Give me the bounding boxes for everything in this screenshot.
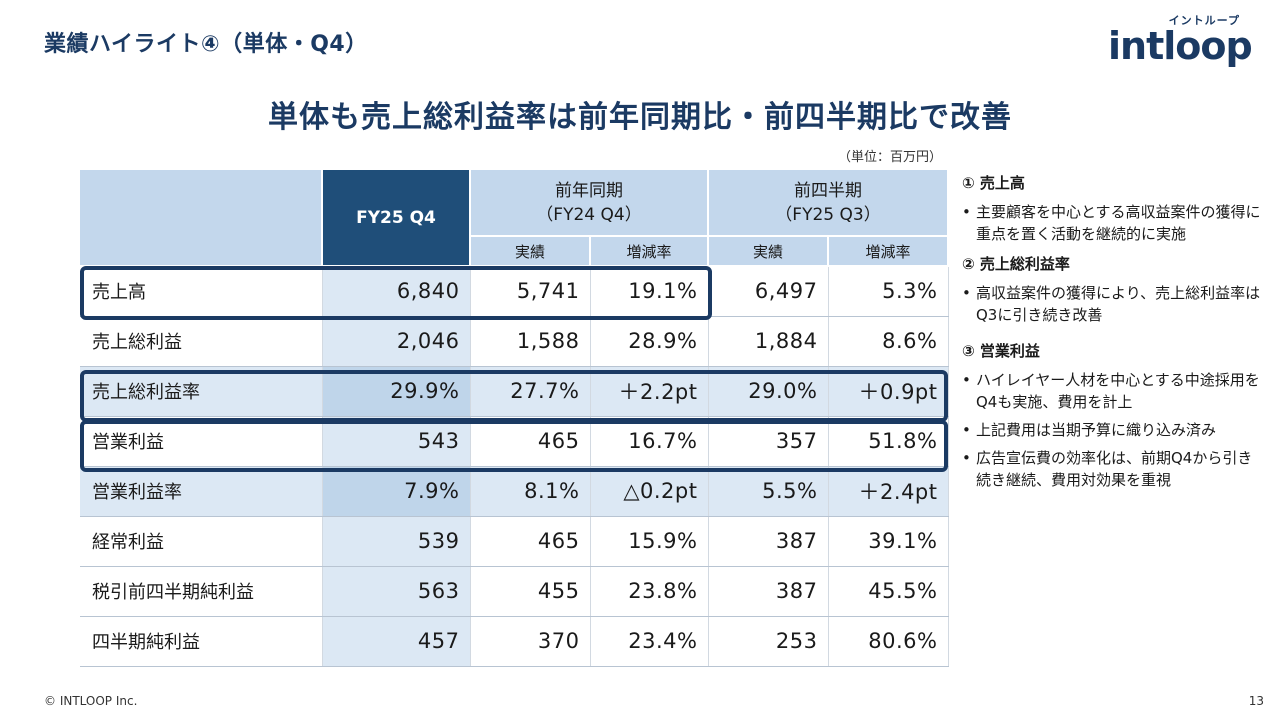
logo-kana: イントループ — [1168, 14, 1240, 27]
value-fy25-q4: 543 — [322, 416, 471, 467]
note-section-operating-profit: ③ 営業利益 ハイレイヤー人材を中心とする中途採用をQ4も実施、費用を計上 上記… — [962, 340, 1262, 491]
note-heading: ② 売上総利益率 — [962, 255, 1070, 273]
note-bullet: 高収益案件の獲得により、売上総利益率はQ3に引き続き改善 — [962, 282, 1262, 326]
header-prev-year: 前年同期 （FY24 Q4） — [470, 170, 709, 237]
value-prev-quarter: 387 — [708, 566, 829, 617]
subheader-rate: 増減率 — [590, 236, 709, 267]
row-label: 四半期純利益 — [80, 616, 323, 667]
row-label: 経常利益 — [80, 516, 323, 567]
note-section-gross-margin: ② 売上総利益率 高収益案件の獲得により、売上総利益率はQ3に引き続き改善 — [962, 253, 1262, 326]
value-fy25-q4: 29.9% — [322, 366, 471, 417]
rate-prev-quarter: 5.3% — [828, 266, 949, 317]
footer-copyright: © INTLOOP Inc. — [44, 694, 138, 708]
value-prev-quarter: 387 — [708, 516, 829, 567]
note-heading: ③ 営業利益 — [962, 342, 1040, 360]
unit-note: （単位：百万円） — [838, 150, 943, 165]
row-label: 営業利益 — [80, 416, 323, 467]
table-row: 売上総利益 2,046 1,588 28.9% 1,884 8.6% — [80, 316, 949, 367]
table-row: 売上総利益率 29.9% 27.7% ＋2.2pt 29.0% ＋0.9pt — [80, 366, 949, 417]
row-label: 営業利益率 — [80, 466, 323, 517]
intloop-logo: イントループ intloop — [1108, 12, 1256, 66]
value-prev-quarter: 6,497 — [708, 266, 829, 317]
value-fy25-q4: 7.9% — [322, 466, 471, 517]
value-prev-year: 370 — [470, 616, 591, 667]
table-row: 経常利益 539 465 15.9% 387 39.1% — [80, 516, 949, 567]
rate-prev-year: 19.1% — [590, 266, 709, 317]
rate-prev-quarter: ＋0.9pt — [828, 366, 949, 417]
value-prev-year: 8.1% — [470, 466, 591, 517]
rate-prev-quarter: ＋2.4pt — [828, 466, 949, 517]
row-label: 税引前四半期純利益 — [80, 566, 323, 617]
row-label: 売上総利益 — [80, 316, 323, 367]
note-bullet: 主要顧客を中心とする高収益案件の獲得に重点を置く活動を継続的に実施 — [962, 201, 1262, 245]
subheader-actual: 実績 — [708, 236, 829, 267]
rate-prev-year: ＋2.2pt — [590, 366, 709, 417]
rate-prev-quarter: 8.6% — [828, 316, 949, 367]
rate-prev-year: 15.9% — [590, 516, 709, 567]
header-prev-quarter: 前四半期 （FY25 Q3） — [708, 170, 949, 237]
row-label: 売上高 — [80, 266, 323, 317]
header-blank — [80, 170, 323, 267]
value-prev-year: 5,741 — [470, 266, 591, 317]
header-prev-year-line2: （FY24 Q4） — [536, 204, 642, 225]
value-fy25-q4: 563 — [322, 566, 471, 617]
slide-headline: 単体も売上総利益率は前年同期比・前四半期比で改善 — [268, 100, 1012, 135]
page-title: 業績ハイライト④（単体・Q4） — [44, 32, 368, 57]
value-prev-quarter: 5.5% — [708, 466, 829, 517]
value-prev-quarter: 1,884 — [708, 316, 829, 367]
notes-panel: ① 売上高 主要顧客を中心とする高収益案件の獲得に重点を置く活動を継続的に実施 … — [962, 172, 1262, 499]
table-row: 営業利益 543 465 16.7% 357 51.8% — [80, 416, 949, 467]
header-prev-quarter-line2: （FY25 Q3） — [775, 204, 881, 225]
note-bullet: 広告宣伝費の効率化は、前期Q4から引き続き継続、費用対効果を重視 — [962, 447, 1262, 491]
value-prev-quarter: 29.0% — [708, 366, 829, 417]
note-section-sales: ① 売上高 主要顧客を中心とする高収益案件の獲得に重点を置く活動を継続的に実施 — [962, 172, 1262, 245]
value-fy25-q4: 539 — [322, 516, 471, 567]
rate-prev-quarter: 51.8% — [828, 416, 949, 467]
page-number: 13 — [1248, 694, 1264, 708]
value-prev-year: 465 — [470, 416, 591, 467]
results-table: FY25 Q4 前年同期 （FY24 Q4） 前四半期 （FY25 Q3） 実績… — [80, 170, 949, 667]
value-prev-quarter: 253 — [708, 616, 829, 667]
table-row: 四半期純利益 457 370 23.4% 253 80.6% — [80, 616, 949, 667]
row-label: 売上総利益率 — [80, 366, 323, 417]
rate-prev-year: 23.4% — [590, 616, 709, 667]
value-prev-year: 1,588 — [470, 316, 591, 367]
note-heading: ① 売上高 — [962, 174, 1025, 192]
table-row: 売上高 6,840 5,741 19.1% 6,497 5.3% — [80, 266, 949, 317]
rate-prev-year: 16.7% — [590, 416, 709, 467]
value-fy25-q4: 2,046 — [322, 316, 471, 367]
subheader-rate: 増減率 — [828, 236, 949, 267]
table-row: 営業利益率 7.9% 8.1% △0.2pt 5.5% ＋2.4pt — [80, 466, 949, 517]
rate-prev-quarter: 39.1% — [828, 516, 949, 567]
table-row: 税引前四半期純利益 563 455 23.8% 387 45.5% — [80, 566, 949, 617]
value-prev-year: 455 — [470, 566, 591, 617]
header-fy25-q4: FY25 Q4 — [322, 170, 471, 267]
rate-prev-quarter: 45.5% — [828, 566, 949, 617]
logo-wordmark: intloop — [1108, 24, 1253, 68]
value-fy25-q4: 457 — [322, 616, 471, 667]
rate-prev-year: 28.9% — [590, 316, 709, 367]
rate-prev-year: △0.2pt — [590, 466, 709, 517]
rate-prev-year: 23.8% — [590, 566, 709, 617]
note-bullet: 上記費用は当期予算に織り込み済み — [962, 419, 1262, 441]
value-prev-year: 27.7% — [470, 366, 591, 417]
value-fy25-q4: 6,840 — [322, 266, 471, 317]
header-prev-quarter-line1: 前四半期 — [794, 180, 862, 201]
results-table-wrap: FY25 Q4 前年同期 （FY24 Q4） 前四半期 （FY25 Q3） 実績… — [80, 170, 949, 667]
header-prev-year-line1: 前年同期 — [555, 180, 623, 201]
value-prev-quarter: 357 — [708, 416, 829, 467]
subheader-actual: 実績 — [470, 236, 591, 267]
rate-prev-quarter: 80.6% — [828, 616, 949, 667]
value-prev-year: 465 — [470, 516, 591, 567]
note-bullet: ハイレイヤー人材を中心とする中途採用をQ4も実施、費用を計上 — [962, 369, 1262, 413]
